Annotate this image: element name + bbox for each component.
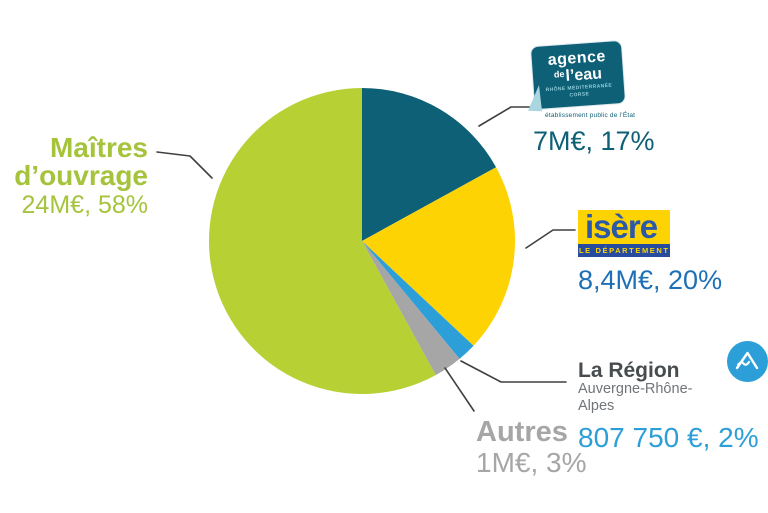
leader-line-isere [525,229,576,249]
autres-value: 1M€, 3% [476,447,587,478]
isere-value: 8,4M€, 20% [578,265,723,295]
leader-line-region [460,360,567,383]
maitres-label-line2: d’ouvrage [14,160,148,191]
label-block-agence-de-leau: agence del’eau RHÔNE MÉDITERRANÉE CORSE … [528,40,713,157]
pie-slices [208,88,515,394]
autres-label: Autres [476,416,568,448]
label-block-region: La Région Auvergne-Rhône-Alpes 807 750 €… [578,340,768,454]
region-header: La Région Auvergne-Rhône-Alpes [578,340,768,415]
logo-fold-decoration [528,84,543,112]
isere-logo: isère LE DÉPARTEMENT [578,210,670,257]
agence-logo-leau: l’eau [564,65,603,85]
pie-slice-region-aura [362,241,474,359]
label-block-isere: isère LE DÉPARTEMENT 8,4M€, 20% [578,210,722,296]
leader-line-autres [444,367,475,412]
label-block-autres: Autres 1M€, 3% [476,417,587,477]
agence-value: 7M€, 17% [533,126,655,156]
pie-slice-isere [362,167,515,346]
isere-logo-department: LE DÉPARTEMENT [578,244,670,257]
isere-logo-name: isère [578,210,670,244]
pie-slice-autres [362,241,460,376]
region-names: La Région Auvergne-Rhône-Alpes [578,359,723,415]
region-value: 807 750 €, 2% [578,422,759,453]
pie-slice-agence-eau [362,88,497,241]
leader-line-maitres [156,151,213,179]
region-subtitle: Auvergne-Rhône-Alpes [578,381,693,414]
agence-de-leau-logo: agence del’eau RHÔNE MÉDITERRANÉE CORSE [528,40,626,112]
agence-logo-tagline: établissement public de l’État [545,112,636,119]
agence-logo-de: de [553,68,565,80]
mountain-icon [727,341,768,382]
label-block-maitres-douvrage: Maîtres d’ouvrage 24M€, 58% [0,132,148,219]
leader-lines [156,106,576,412]
pie-slice-maitres-ouvrage [208,88,436,394]
maitres-label-line1: Maîtres [49,132,148,163]
maitres-value: 24M€, 58% [21,191,148,219]
leader-line-agence [478,106,536,127]
region-title: La Région [578,359,680,382]
